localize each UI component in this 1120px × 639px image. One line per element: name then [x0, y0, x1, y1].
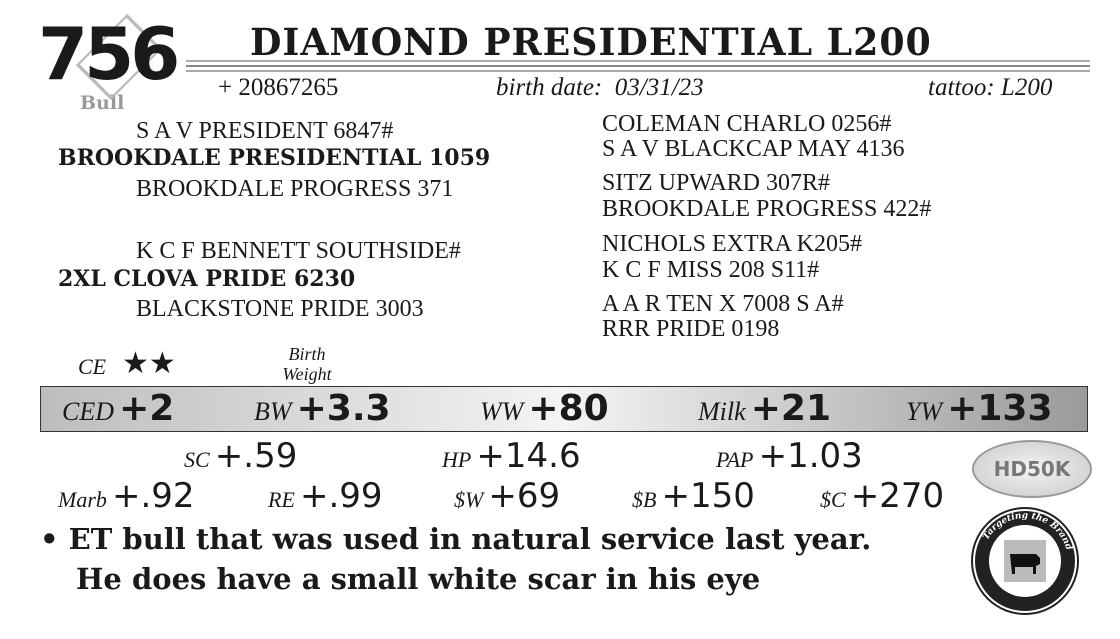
star-icon: ★★ [122, 346, 176, 381]
epd-label: $W [454, 487, 484, 512]
epd-w: $W +69 [454, 476, 560, 516]
epd-pap: PAP +1.03 [716, 436, 863, 476]
epd-hp: HP +14.6 [442, 436, 581, 476]
epd-ww: WW +80 [480, 388, 609, 429]
epd-value: +1.03 [758, 436, 863, 476]
epd-label: $B [632, 487, 657, 512]
birth-date-value: 03/31/23 [614, 74, 704, 101]
divider [186, 60, 1090, 62]
registration-number: + 20867265 [218, 74, 339, 101]
epd-label: $C [820, 487, 846, 512]
tattoo-label: tattoo: [928, 74, 995, 101]
note-line-1: • ET bull that was used in natural servi… [40, 522, 872, 556]
cow-icon [1004, 540, 1046, 582]
dam: 2XL CLOVA PRIDE 6230 [58, 266, 356, 292]
lot-number: 756 [38, 12, 180, 96]
epd-label: HP [442, 447, 472, 472]
epd-c: $C +270 [820, 476, 944, 516]
epd-value: +.59 [214, 436, 298, 476]
animal-name: DIAMOND PRESIDENTIAL L200 [250, 20, 932, 64]
epd-label: Marb [58, 487, 107, 512]
pedigree-entry: S A V BLACKCAP MAY 4136 [602, 136, 905, 162]
pedigree-entry: RRR PRIDE 0198 [602, 316, 780, 342]
epd-value: +80 [528, 388, 609, 429]
birth-weight-label-line-2: Weight [282, 364, 332, 384]
pedigree-entry: BROOKDALE PROGRESS 422# [602, 196, 932, 222]
epd-value: +14.6 [476, 436, 581, 476]
birth-date: birth date: 03/31/23 [496, 74, 704, 102]
epd-label: WW [480, 397, 524, 426]
epd-label: BW [254, 397, 292, 426]
note-line-2: He does have a small white scar in his e… [76, 562, 761, 596]
epd-label: Milk [698, 397, 746, 426]
lot-category: Bull [80, 92, 125, 114]
dam-sire: K C F BENNETT SOUTHSIDE# [136, 238, 461, 264]
tattoo: tattoo: L200 [928, 74, 1052, 102]
epd-milk: Milk +21 [698, 388, 831, 429]
epd-label: SC [184, 447, 210, 472]
epd-band [40, 386, 1088, 432]
pedigree-entry: A A R TEN X 7008 S A# [602, 291, 844, 317]
dam-dam: BLACKSTONE PRIDE 3003 [136, 296, 424, 322]
birth-weight-label-line-1: Birth [288, 344, 326, 364]
epd-value: +21 [750, 388, 832, 429]
epd-value: +.92 [111, 476, 195, 516]
epd-value: +270 [850, 476, 945, 516]
epd-label: YW [906, 397, 943, 426]
epd-label: CED [62, 397, 114, 426]
epd-value: +150 [661, 476, 755, 516]
divider [186, 70, 1090, 72]
epd-marb: Marb +.92 [58, 476, 195, 516]
epd-b: $B +150 [632, 476, 755, 516]
epd-bw: BW +3.3 [254, 388, 391, 429]
epd-value: +.99 [299, 476, 383, 516]
epd-sc: SC +.59 [184, 436, 297, 476]
epd-value: +3.3 [296, 388, 391, 429]
birth-weight-label: Birth Weight [278, 344, 336, 384]
sire-sire: S A V PRESIDENT 6847# [136, 118, 394, 144]
epd-value: +2 [119, 388, 175, 429]
ce-label: CE [78, 354, 107, 379]
hd50k-badge: HD50K [972, 440, 1092, 498]
epd-label: PAP [716, 447, 754, 472]
pedigree-entry: SITZ UPWARD 307R# [602, 170, 831, 196]
divider [186, 65, 1090, 67]
sire-dam: BROOKDALE PROGRESS 371 [136, 176, 454, 202]
pedigree-entry: NICHOLS EXTRA K205# [602, 231, 863, 257]
certified-angus-beef-logo: Targeting the Brand [971, 507, 1079, 615]
epd-label: RE [268, 487, 295, 512]
epd-value: +133 [947, 388, 1053, 429]
epd-ced: CED +2 [62, 388, 174, 429]
pedigree-entry: K C F MISS 208 S11# [602, 257, 820, 283]
epd-value: +69 [488, 476, 561, 516]
epd-yw: YW +133 [906, 388, 1053, 429]
birth-date-label: birth date: [496, 74, 603, 101]
epd-re: RE +.99 [268, 476, 383, 516]
pedigree-entry: COLEMAN CHARLO 0256# [602, 111, 892, 137]
tattoo-value: L200 [1000, 74, 1053, 101]
sire: BROOKDALE PRESIDENTIAL 1059 [58, 145, 491, 171]
